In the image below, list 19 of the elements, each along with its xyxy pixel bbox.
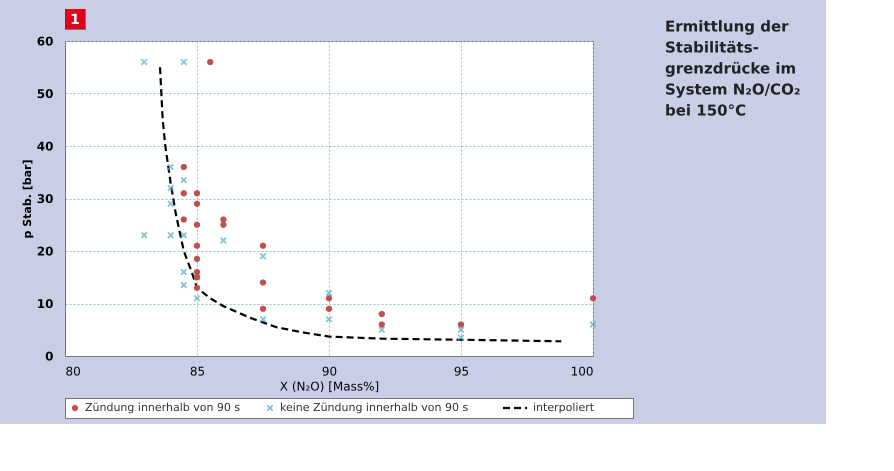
text: 1 [70,12,80,28]
x-tick-label: 100 [570,364,594,378]
y-tick-label: 30 [36,192,54,206]
x-tick-label: 80 [66,364,81,378]
legend-label: Zündung innerhalb von 90 s [85,401,240,414]
x-tick-label: 90 [322,364,338,378]
y-tick-label: 60 [36,34,54,48]
legend-label: interpoliert [533,401,595,414]
x-tick-label: 85 [190,364,206,378]
y-tick-label: 50 [36,87,54,101]
y-tick-label: 20 [36,244,54,258]
y-tick-label: 40 [36,140,54,154]
x-axis-title: X (N₂O) [Mass%] [280,380,380,394]
y-tick-label: 0 [45,350,54,364]
text: Ermittlung der Stabilitäts- grenzdrücke im System N₂O/CO₂ bei 150°C [665,18,800,120]
x-tick-label: 95 [454,364,470,378]
y-tick-label: 10 [36,297,54,311]
y-axis-title: p Stab. [bar] [20,160,34,238]
legend-label: keine Zündung innerhalb von 90 s [280,401,468,414]
